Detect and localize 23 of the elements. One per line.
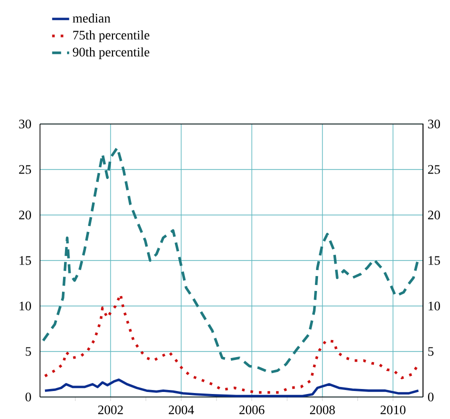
y2-tick-label: 25 — [428, 165, 440, 174]
x-tick-label: 2006 — [239, 406, 264, 414]
y2-tick-label: 30 — [428, 120, 440, 128]
y2-tick-label: 20 — [428, 210, 440, 220]
y-tick-label: 15 — [20, 256, 31, 265]
x-tick-label: 2004 — [168, 406, 194, 414]
legend-label: 90th percentile — [72, 47, 150, 60]
line-series — [42, 146, 420, 374]
y2-tick-label: 10 — [428, 302, 440, 310]
y-tick-label: 5 — [26, 347, 31, 356]
y-tick-label: 0 — [26, 392, 32, 402]
y-tick-label: 25 — [19, 165, 31, 174]
x-tick-label: 2008 — [310, 406, 335, 414]
x-tick-label: 2002 — [98, 406, 123, 414]
legend-label: median — [72, 14, 110, 23]
y2-tick-label: 0 — [428, 392, 434, 402]
y2-tick-label: 15 — [428, 256, 440, 265]
y-tick-label: 10 — [20, 302, 32, 310]
y-tick-label: 20 — [19, 210, 32, 220]
legend-label: 75th percentile — [73, 30, 150, 42]
y-tick-label: 30 — [19, 120, 32, 128]
x-tick-label: 2010 — [380, 406, 406, 414]
y2-tick-label: 5 — [428, 347, 434, 356]
